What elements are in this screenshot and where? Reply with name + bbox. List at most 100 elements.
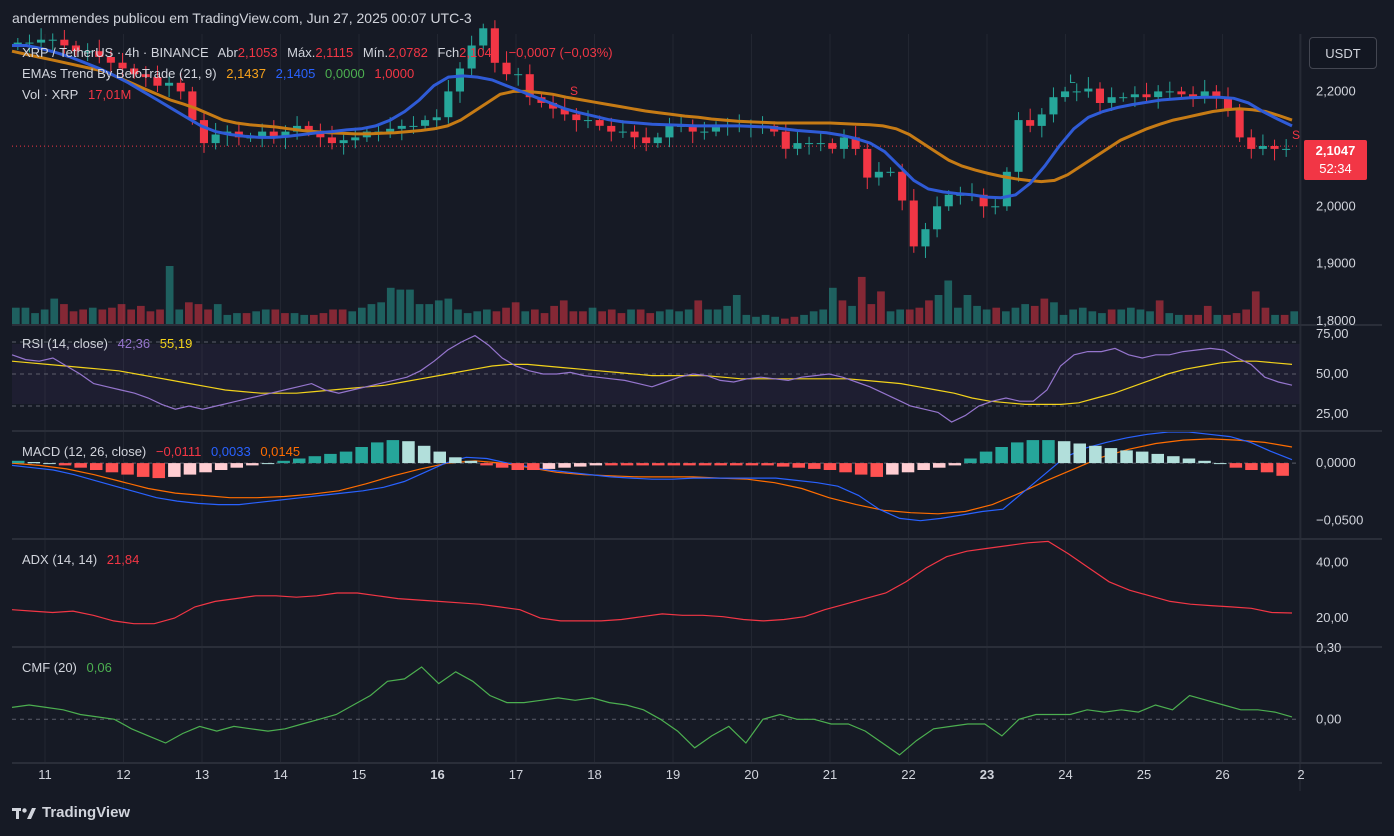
y-tick-label: −0,0500 [1316, 513, 1363, 528]
candle-body [339, 140, 348, 144]
volume-bar [867, 304, 876, 324]
footer-brand: TradingView [42, 804, 131, 821]
volume-bar [973, 305, 981, 324]
volume-value: 17,01M [87, 87, 132, 102]
volume-bar [425, 304, 433, 324]
currency-button[interactable]: USDT [1309, 37, 1377, 69]
volume-bar [579, 311, 587, 324]
volume-bar [281, 313, 289, 324]
macd-hist-bar [1276, 463, 1289, 476]
macd-hist-bar [449, 457, 462, 464]
volume-bar [185, 302, 193, 325]
y-tick-label: 75,00 [1316, 326, 1349, 341]
volume-bar [665, 309, 674, 324]
macd-hist-bar [214, 463, 228, 470]
macd-hist-bar [886, 463, 899, 475]
macd-hist-bar [152, 463, 165, 479]
volume-bar [1261, 307, 1270, 324]
candle-body [630, 131, 639, 138]
candle-body [1026, 120, 1035, 126]
candle-body [316, 131, 325, 138]
candle-body [397, 125, 406, 129]
volume-bar [877, 291, 885, 324]
y-tick-label: 1,8000 [1316, 313, 1356, 328]
candle-body [258, 131, 267, 138]
trade-signals: S L S [570, 72, 1300, 142]
macd-hist-bar [917, 463, 930, 470]
volume-bar [569, 311, 578, 324]
volume-bar [88, 307, 97, 324]
adx-legend[interactable]: ADX (14, 14) 21,84 [22, 552, 145, 567]
volume-bar [329, 309, 337, 324]
macd-hist-bar [933, 463, 946, 468]
macd-hist-bar [1042, 440, 1055, 464]
macd-hist-bar [417, 445, 431, 464]
macd-legend[interactable]: MACD (12, 26, close) −0,0111 0,0033 0,01… [22, 444, 306, 459]
candle-body [874, 171, 883, 178]
macd-hist-bar [558, 463, 571, 468]
volume-bar [415, 304, 424, 324]
volume-bar [483, 309, 491, 324]
macd-hist-bar [620, 463, 634, 466]
volume-bar [156, 309, 164, 324]
volume-bar [1280, 314, 1289, 324]
publisher-line: andermmendes publicou em TradingView.com… [12, 10, 472, 26]
trade-signal-label: L [1069, 72, 1076, 86]
last-price: 2,1047 [1315, 143, 1356, 158]
volume-bars [12, 266, 1299, 325]
macd-hist-bar [527, 463, 540, 470]
volume-bar [454, 309, 462, 324]
close-value: 2,1047 [459, 45, 499, 60]
volume-bar [963, 295, 972, 324]
candle-body [828, 143, 837, 149]
ema-value-4: 1,0000 [374, 66, 415, 81]
candle-body [898, 171, 907, 201]
volume-bar [358, 307, 366, 324]
volume-bar [463, 313, 472, 324]
volume-bar [50, 298, 59, 324]
volume-bar [1155, 300, 1164, 324]
volume-bar [1030, 305, 1039, 324]
ema-title: EMAs Trend By BeloTrade (21, 9) [22, 66, 217, 81]
volume-bar [790, 316, 799, 325]
macd-hist-bar [683, 463, 696, 466]
rsi-legend[interactable]: RSI (14, close) 42,36 55,19 [22, 336, 198, 351]
x-tick-label: 18 [587, 767, 601, 782]
volume-bar [1088, 311, 1097, 324]
macd-hist-bar [1135, 451, 1149, 464]
candle-body [1165, 91, 1174, 93]
candle-body [165, 82, 174, 86]
ema9-line [12, 44, 1293, 200]
volume-bar [444, 298, 453, 324]
volume-bar [915, 307, 924, 324]
macd-hist-bar [402, 441, 415, 464]
macd-hist-bar [1198, 460, 1211, 464]
volume-bar [1271, 314, 1279, 324]
volume-bar [492, 311, 501, 324]
cmf-legend[interactable]: CMF (20) 0,06 [22, 660, 118, 675]
volume-bar [886, 311, 895, 324]
candle-body [816, 143, 825, 145]
volume-bar [338, 309, 347, 324]
volume-bar [69, 311, 78, 324]
volume-bar [1136, 309, 1145, 324]
volume-bar [1002, 311, 1010, 324]
symbol-title[interactable]: XRP / TetherUS · 4h · BINANCE [22, 45, 209, 60]
ema-legend[interactable]: EMAs Trend By BeloTrade (21, 9) 2,1437 2… [22, 66, 420, 81]
volume-bar [12, 307, 20, 324]
volume-bar [1098, 313, 1106, 324]
volume-bar [982, 309, 991, 324]
candle-body [1235, 108, 1244, 138]
volume-bar [781, 318, 789, 324]
candle-body [444, 91, 453, 118]
tradingview-logo[interactable]: TradingView [12, 804, 130, 821]
adx-title: ADX (14, 14) [22, 552, 98, 567]
volume-bar [1069, 309, 1077, 324]
candle-body [1049, 97, 1058, 115]
candle-body [1223, 97, 1232, 109]
macd-hist-bar [261, 463, 275, 465]
volume-legend[interactable]: Vol · XRP 17,01M [22, 87, 137, 102]
volume-bar [1146, 311, 1154, 324]
candle-body [281, 131, 290, 138]
